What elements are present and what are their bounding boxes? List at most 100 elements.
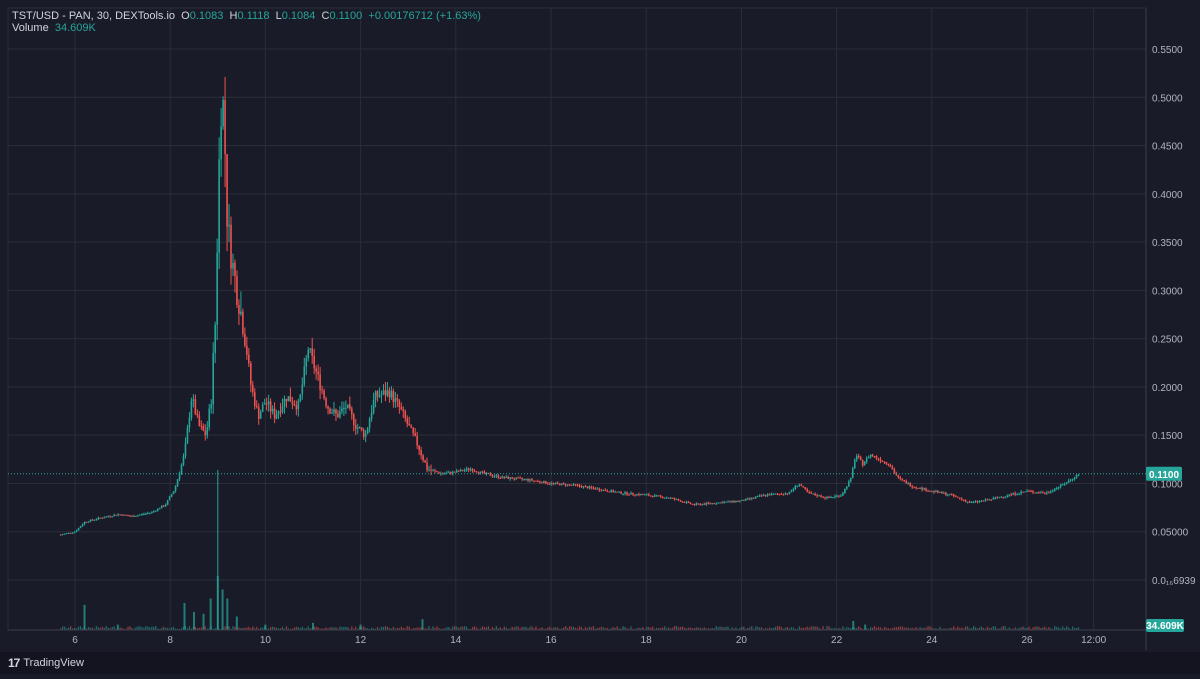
candle-body [271, 408, 274, 412]
volume-bar [679, 626, 682, 630]
candle-body [493, 476, 496, 478]
candle-body [154, 510, 157, 512]
last-volume-badge [1146, 619, 1184, 632]
volume-bar [262, 627, 264, 630]
volume-bar [481, 626, 484, 630]
candle-body [279, 411, 282, 413]
volume-bar [745, 628, 747, 630]
volume-bar [72, 628, 74, 630]
volume-bar [662, 627, 664, 630]
candle-body [576, 484, 579, 486]
candle-body [248, 354, 250, 364]
volume-bar [1036, 626, 1038, 630]
volume-bar [208, 628, 210, 630]
candle-body [101, 517, 104, 519]
volume-bar [335, 627, 337, 630]
volume-bar [172, 626, 175, 630]
volume-bar [396, 627, 398, 630]
volume-bar [838, 627, 840, 630]
candle-body [291, 401, 294, 405]
volume-bar [382, 626, 385, 630]
volume-bar [767, 628, 769, 630]
volume-bar [931, 627, 933, 630]
volume-bar [986, 626, 989, 630]
candle-body [533, 480, 535, 482]
volume-bar [590, 627, 593, 630]
tradingview-logo[interactable]: 17 TradingView [8, 656, 84, 670]
candle-body [838, 495, 840, 497]
volume-bar [668, 627, 670, 630]
candle-body [450, 471, 452, 474]
candle-body [131, 515, 133, 517]
candle-body [774, 493, 777, 495]
candle-body [281, 406, 284, 412]
volume-bar [1058, 627, 1060, 630]
symbol-label[interactable]: TST/USD - PAN, 30, DEXTools.io [12, 10, 176, 22]
candle-body [602, 489, 605, 491]
volume-bar [879, 627, 882, 630]
candle-body [105, 516, 108, 518]
candle-body [657, 495, 660, 497]
candle-body [943, 492, 945, 494]
candle-body [996, 497, 999, 499]
candle-body [347, 404, 349, 408]
volume-bar [256, 626, 258, 630]
volume-bar [885, 627, 888, 630]
volume-bar [681, 626, 684, 630]
volume-bar [214, 628, 216, 630]
candle-body [693, 504, 696, 506]
candle-body [681, 501, 684, 503]
volume-bar [941, 628, 943, 630]
volume-bar [299, 628, 301, 630]
candle-body [156, 508, 159, 511]
volume-bar [810, 626, 812, 630]
volume-bar [483, 627, 486, 630]
candle-body [616, 491, 618, 493]
x-tick-label: 12:00 [1081, 635, 1106, 646]
candle-body [572, 484, 575, 486]
volume-bar [539, 628, 541, 630]
candle-body [608, 491, 611, 493]
volume-bar [836, 628, 838, 630]
volume-spike [209, 598, 212, 630]
volume-bar [610, 628, 612, 630]
candle-body [592, 487, 595, 489]
volume-bar [616, 626, 618, 630]
candlestick-series [59, 77, 1080, 536]
candle-body [194, 399, 197, 415]
volume-bar [479, 628, 482, 630]
volume-bar [614, 627, 616, 630]
volume-bar [167, 627, 169, 630]
volume-bar [1070, 628, 1072, 630]
candle-body [139, 514, 141, 516]
candle-body [172, 491, 175, 495]
candle-body [919, 487, 921, 489]
volume-bar [895, 627, 897, 630]
candle-body [267, 401, 270, 405]
volume-bar [123, 628, 125, 630]
volume-bar [673, 626, 676, 630]
volume-bar [860, 627, 862, 630]
volume-label[interactable]: Volume [12, 22, 49, 34]
candle-body [840, 495, 842, 497]
volume-bar [871, 627, 874, 630]
candle-body [1004, 496, 1007, 498]
candle-body [509, 477, 512, 479]
candle-body [1026, 490, 1028, 492]
candle-body [620, 491, 622, 494]
candle-body [234, 262, 236, 277]
candle-body [455, 470, 458, 473]
candle-body [501, 476, 504, 478]
volume-bar [527, 628, 529, 630]
candle-body [568, 484, 571, 486]
candle-body [121, 514, 123, 516]
candle-body [642, 494, 644, 496]
volume-bar [194, 626, 196, 630]
volume-bar [105, 626, 107, 630]
volume-bar [889, 628, 892, 630]
volume-bar [733, 628, 735, 630]
volume-bar [856, 627, 858, 630]
y-tick-label: 0.2000 [1152, 383, 1183, 394]
